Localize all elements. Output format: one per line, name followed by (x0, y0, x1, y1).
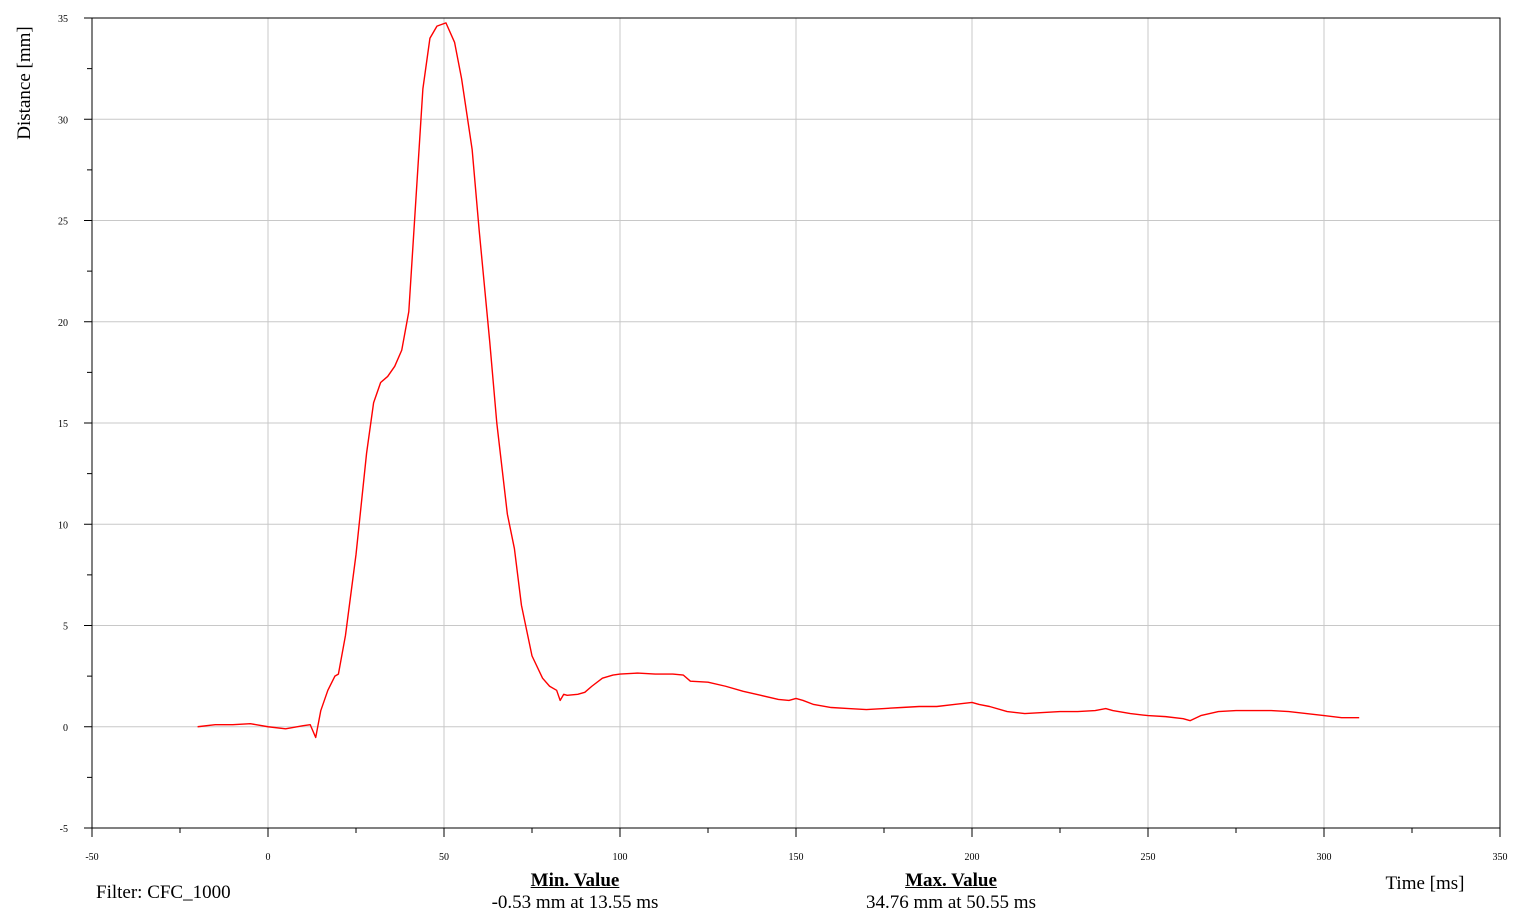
y-tick-label: 35 (58, 14, 68, 25)
x-tick-label: 0 (266, 852, 271, 863)
y-tick-label: 20 (58, 318, 68, 329)
x-tick-label: 350 (1493, 852, 1508, 863)
plot-frame (91, 17, 1501, 829)
max-value-title: Max. Value (905, 870, 997, 891)
x-tick-label: 100 (613, 852, 628, 863)
y-tick-label: -5 (60, 824, 68, 835)
y-tick-label: 10 (58, 520, 68, 531)
y-tick-label: 30 (58, 115, 68, 126)
y-tick-label: 0 (63, 723, 68, 734)
x-tick-label: 200 (965, 852, 980, 863)
series-line-distance (197, 22, 1360, 739)
y-tick-label: 25 (58, 217, 68, 228)
max-value-block: Max. Value 34.76 mm at 50.55 ms (836, 870, 1066, 914)
x-tick-label: 150 (789, 852, 804, 863)
axis-ticks (84, 17, 1501, 837)
grid-lines (92, 18, 1500, 828)
max-value-detail: 34.76 mm at 50.55 ms (866, 892, 1036, 913)
min-value-title: Min. Value (530, 870, 620, 891)
y-tick-label: 15 (58, 419, 68, 430)
x-tick-label: 300 (1317, 852, 1332, 863)
y-tick-label: 5 (63, 622, 68, 633)
x-axis-title: Time [ms] (1385, 873, 1464, 894)
x-tick-label: 250 (1141, 852, 1156, 863)
x-tick-label: -50 (85, 852, 98, 863)
x-tick-label: 50 (439, 852, 449, 863)
filter-label: Filter: CFC_1000 (96, 882, 231, 903)
min-value-detail: -0.53 mm at 13.55 ms (491, 892, 659, 913)
y-axis-title: Distance [mm] (14, 26, 35, 139)
min-value-block: Min. Value -0.53 mm at 13.55 ms (460, 870, 690, 914)
